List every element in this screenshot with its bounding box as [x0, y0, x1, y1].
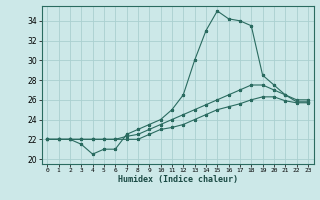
X-axis label: Humidex (Indice chaleur): Humidex (Indice chaleur) — [118, 175, 237, 184]
